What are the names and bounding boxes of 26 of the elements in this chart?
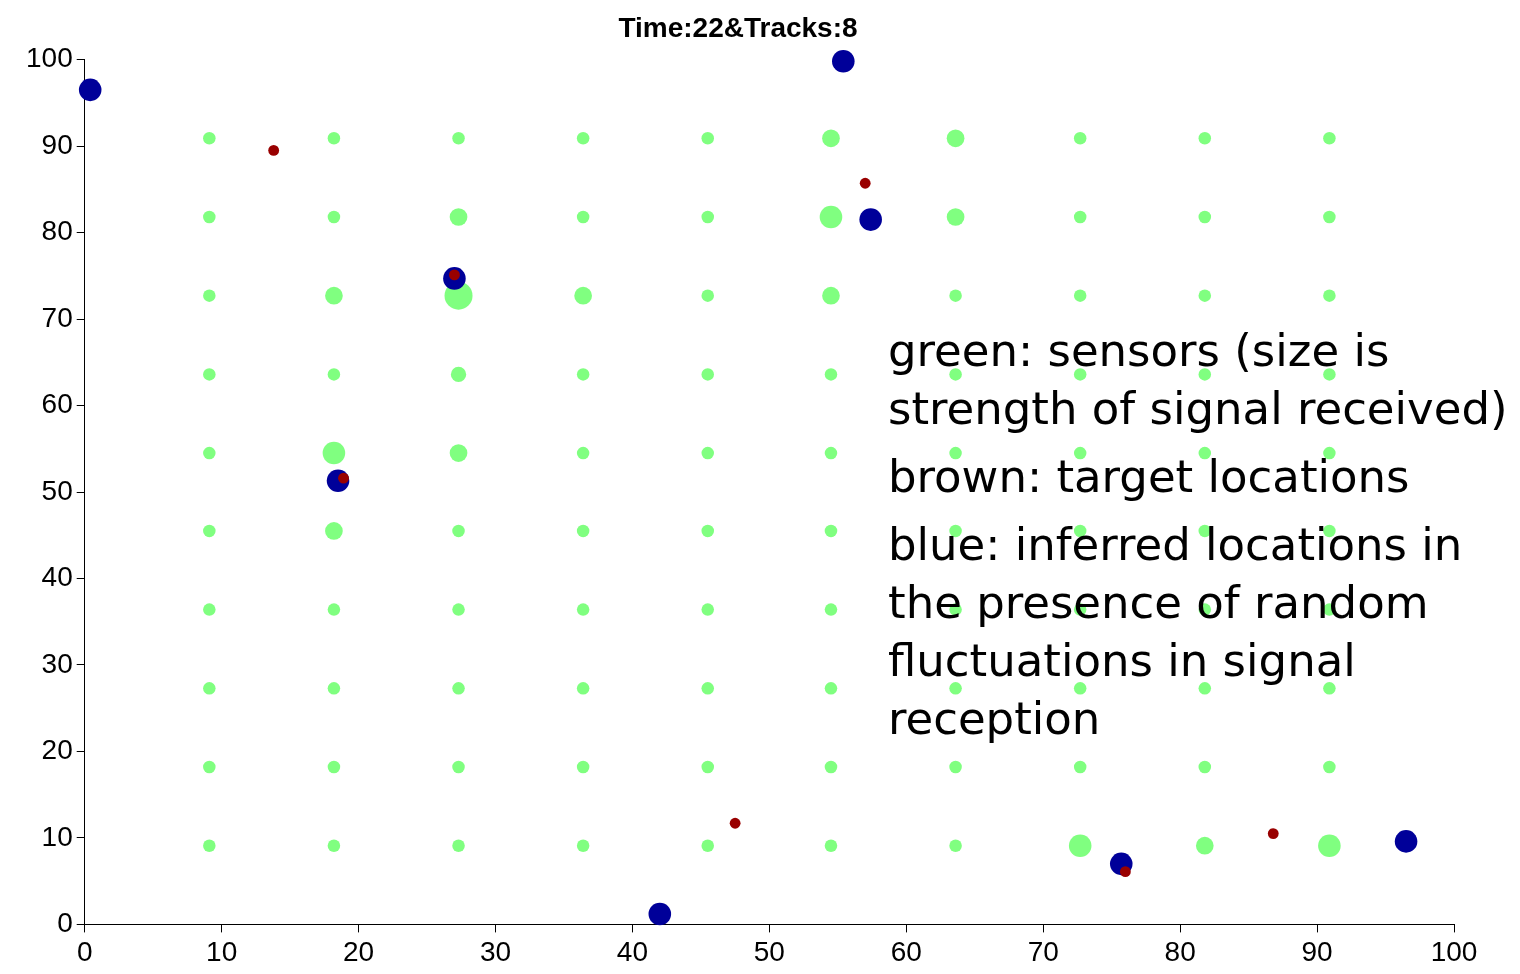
y-tick-label: 90 — [41, 128, 73, 160]
y-tick-label: 60 — [41, 388, 73, 420]
y-tick-label: 50 — [41, 474, 73, 506]
x-tick-label: 30 — [479, 935, 512, 967]
annotation: brown: target locations — [888, 449, 1411, 505]
y-tick-label: 0 — [57, 907, 73, 939]
y-tick-label: 40 — [41, 561, 73, 593]
x-tick-label: 10 — [206, 935, 238, 967]
x-tick-label: 100 — [1430, 935, 1478, 967]
y-tick-label: 70 — [41, 301, 73, 333]
x-tick-label: 40 — [616, 935, 649, 967]
x-tick-label: 20 — [343, 935, 375, 967]
y-tick-label: 10 — [41, 820, 73, 852]
x-tick-label: 90 — [1301, 935, 1333, 967]
annotation: green: sensors (size is strength of signal received) — [888, 323, 1509, 437]
x-tick-label: 60 — [890, 935, 922, 967]
x-tick-label: 80 — [1164, 935, 1196, 967]
y-tick-label: 80 — [41, 215, 73, 247]
y-tick-label: 30 — [41, 647, 73, 679]
x-tick-label: 50 — [753, 935, 785, 967]
x-tick-label: 0 — [76, 935, 93, 967]
annotation: blue: inferred locations in the presence of random fluctuations in signal reception — [888, 517, 1464, 747]
y-tick-label: 100 — [26, 42, 73, 74]
chart-title: Time:22&Tracks:8 — [618, 11, 858, 43]
y-tick-label: 20 — [41, 734, 73, 766]
x-tick-label: 70 — [1027, 935, 1059, 967]
